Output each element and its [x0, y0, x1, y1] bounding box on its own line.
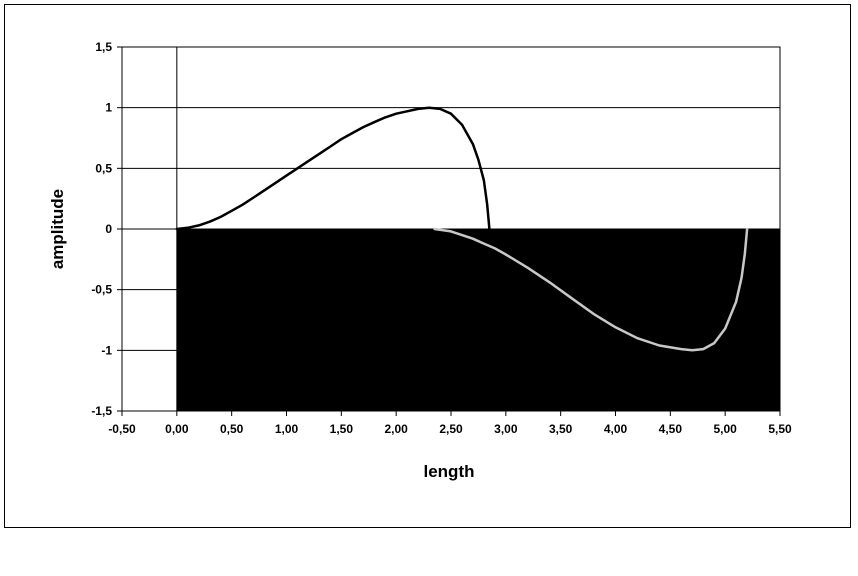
y-tick-label: -0,5: [91, 283, 112, 297]
y-tick-label: 1: [105, 101, 112, 115]
y-tick-label: -1: [101, 343, 112, 357]
x-tick-label: 5,00: [713, 422, 737, 436]
x-tick-label: 1,50: [330, 422, 354, 436]
x-tick-label: 2,50: [439, 422, 463, 436]
x-tick-label: 1,00: [275, 422, 299, 436]
x-tick-label: 4,00: [604, 422, 628, 436]
filled-region-layer: [176, 229, 781, 411]
series-layer: [175, 106, 749, 352]
axis-layer: -0,50 0,00 0,50 1,00 1,50 2,00 2,50 3,00 3,50 4,0…: [91, 40, 792, 436]
x-tick-label: 4,50: [659, 422, 683, 436]
x-tick-label: 2,00: [384, 422, 408, 436]
x-tick-label: 3,00: [494, 422, 518, 436]
series-line-1: [175, 106, 491, 231]
x-tick-label: -0,50: [108, 422, 136, 436]
line-chart: -0,50 0,00 0,50 1,00 1,50 2,00 2,50 3,00 3,50 4,0…: [48, 40, 792, 481]
x-tick-label: 3,50: [549, 422, 573, 436]
x-tick-label: 0,50: [220, 422, 244, 436]
y-tick-label: 0,5: [95, 161, 112, 175]
filled-region: [176, 229, 781, 411]
chart-frame: -0,50 0,00 0,50 1,00 1,50 2,00 2,50 3,00 3,50 4,0…: [4, 4, 851, 528]
y-tick-label: 1,5: [95, 40, 112, 54]
y-axis-title: amplitude: [48, 189, 67, 269]
y-tick-label: -1,5: [91, 404, 112, 418]
series-line-2: [433, 227, 749, 352]
x-tick-label: 5,50: [768, 422, 792, 436]
x-tick-label: 0,00: [165, 422, 189, 436]
x-axis-title: length: [424, 462, 475, 481]
y-tick-label: 0: [105, 222, 112, 236]
